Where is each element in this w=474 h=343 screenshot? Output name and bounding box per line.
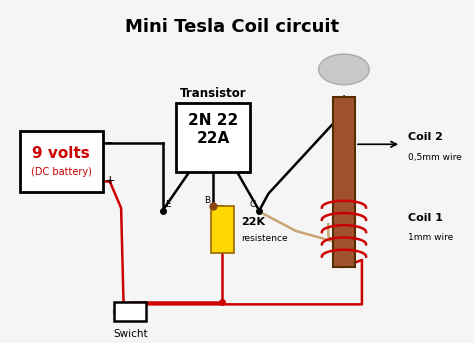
Text: Swicht: Swicht	[113, 329, 147, 339]
Text: 0,5mm wire: 0,5mm wire	[408, 153, 462, 162]
FancyBboxPatch shape	[20, 131, 103, 192]
Text: E: E	[165, 200, 171, 209]
FancyBboxPatch shape	[114, 303, 146, 321]
Text: 1mm wire: 1mm wire	[408, 234, 453, 243]
FancyBboxPatch shape	[333, 97, 355, 267]
Text: –: –	[105, 137, 111, 150]
Text: resistence: resistence	[241, 234, 287, 244]
Text: Mini Tesla Coil circuit: Mini Tesla Coil circuit	[125, 19, 339, 36]
FancyBboxPatch shape	[176, 104, 250, 172]
Text: Coil 1: Coil 1	[408, 213, 443, 223]
Ellipse shape	[319, 54, 369, 85]
Text: 9 volts: 9 volts	[32, 146, 90, 162]
Text: +: +	[105, 174, 116, 187]
Text: 2N 22
22A: 2N 22 22A	[188, 113, 238, 145]
Text: Transistor: Transistor	[180, 87, 246, 100]
Text: (DC battery): (DC battery)	[31, 167, 91, 177]
Text: 22K: 22K	[241, 217, 265, 227]
Text: Coil 2: Coil 2	[408, 132, 443, 142]
Text: B: B	[205, 196, 211, 205]
Text: C: C	[249, 200, 255, 209]
FancyBboxPatch shape	[211, 205, 234, 253]
